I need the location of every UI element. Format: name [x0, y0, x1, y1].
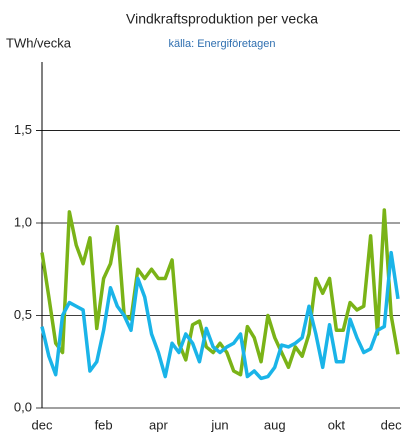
x-tick-label: feb	[95, 417, 113, 432]
series-line	[40, 208, 400, 377]
x-tick-label: okt	[328, 417, 346, 432]
x-tick-label: dec	[381, 417, 402, 432]
y-tick-label: 0,0	[14, 399, 32, 414]
x-tick-label: aug	[264, 417, 286, 432]
chart-title: Vindkraftsproduktion per vecka	[126, 11, 318, 27]
series-line	[40, 250, 400, 381]
x-tick-label: apr	[149, 417, 168, 432]
x-tick-label: jun	[210, 417, 228, 432]
y-tick-label: 0,5	[14, 307, 32, 322]
y-tick-label: 1,5	[14, 122, 32, 137]
chart-subtitle: källa: Energiföretagen	[168, 38, 275, 50]
y-tick-label: 1,0	[14, 214, 32, 229]
y-axis-label: TWh/vecka	[6, 35, 72, 50]
x-tick-label: dec	[32, 417, 53, 432]
